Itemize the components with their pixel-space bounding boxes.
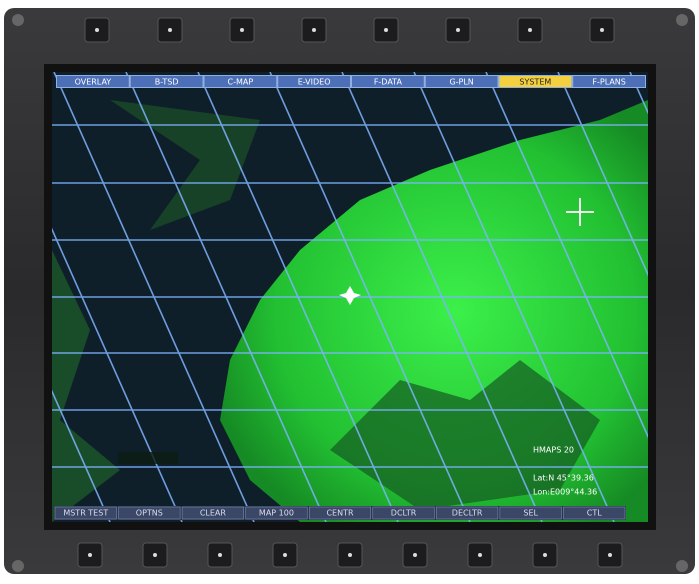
grid-line [53, 72, 255, 522]
softkey-cell[interactable] [308, 506, 372, 520]
menu-label[interactable]: G-PLN [449, 78, 473, 87]
softkey-label[interactable]: MSTR TEST [63, 509, 108, 518]
softkey-cell[interactable] [436, 506, 499, 520]
button-dot [413, 553, 417, 557]
grid-line [52, 389, 111, 522]
grid-line [485, 72, 648, 439]
map-mode: HMAPS 20 [533, 446, 574, 455]
softkey-cell[interactable] [499, 506, 562, 520]
button-dot [240, 28, 244, 32]
screw [12, 14, 24, 26]
button-dot [543, 553, 547, 557]
softkey-cell[interactable] [372, 506, 435, 520]
menu-label[interactable]: F-DATA [374, 78, 403, 87]
crosshair [566, 198, 594, 226]
longitude: Lon:E009°44.36 [533, 488, 597, 497]
softkey-label[interactable]: DECLTR [452, 509, 483, 518]
grid-line [52, 227, 183, 522]
button-dot [168, 28, 172, 32]
menu-cell[interactable] [204, 76, 277, 87]
terrain-ridge [52, 250, 120, 522]
menu-label[interactable]: F-PLANS [592, 78, 626, 87]
menu-cell[interactable] [130, 76, 203, 87]
bottom-menu: MSTR TEST OPTNS CLEAR MAP 100 CENTR DCLTR DECL… [54, 506, 626, 520]
softkey-cell[interactable] [118, 506, 181, 520]
grid-line [269, 72, 471, 522]
screw [12, 560, 24, 572]
button-dot [478, 553, 482, 557]
menu-label[interactable]: C-MAP [228, 78, 254, 87]
softkey-label[interactable]: CTL [587, 509, 602, 518]
menu-cell[interactable] [57, 76, 129, 87]
button-dot [528, 28, 532, 32]
softkey-cell[interactable] [54, 506, 117, 520]
button-dot [312, 28, 316, 32]
top-menu: OVERLAY B-TSD C-MAP E-VIDEO F-DATA G-PLN SYSTE… [56, 75, 646, 88]
menu-cell[interactable] [573, 76, 645, 87]
aircraft-symbol [339, 286, 361, 305]
menu-cell[interactable] [352, 76, 424, 87]
softkey-label[interactable]: MAP 100 [259, 509, 294, 518]
softkey-cell[interactable] [181, 506, 244, 520]
menu-cell[interactable] [499, 76, 572, 87]
button-dot [218, 553, 222, 557]
button-dot [348, 553, 352, 557]
bezel-keys [77, 17, 623, 568]
map: HMAPS 20 Lat:N 45°39.36 Lon:E009°44.36 [52, 72, 648, 522]
button-dot [456, 28, 460, 32]
terrain-ridge [110, 100, 260, 230]
button-dot [283, 553, 287, 557]
top-bar [56, 75, 646, 88]
screw [676, 560, 688, 572]
grid-line [413, 72, 615, 522]
grid-line [125, 72, 327, 522]
grid-line [557, 72, 648, 277]
menu-label[interactable]: SYSTEM [519, 78, 551, 87]
menu-label[interactable]: B-TSD [155, 78, 179, 87]
grid-line [341, 72, 543, 522]
softkey-label[interactable]: OPTNS [136, 509, 163, 518]
button-dot [88, 553, 92, 557]
button-dot [95, 28, 99, 32]
terrain-hills [330, 360, 600, 510]
menu-cell[interactable] [278, 76, 350, 87]
grid-line [197, 72, 399, 522]
softkey-label[interactable]: DCLTR [391, 509, 417, 518]
screw [676, 14, 688, 26]
latitude: Lat:N 45°39.36 [533, 474, 594, 483]
menu-cell[interactable] [425, 76, 498, 87]
button-dot [384, 28, 388, 32]
scale-bar [118, 452, 178, 464]
menu-label[interactable]: OVERLAY [75, 78, 112, 87]
button-dot [600, 28, 604, 32]
map-grid [52, 72, 648, 522]
softkey-cell[interactable] [563, 506, 626, 520]
softkey-label[interactable]: SEL [523, 509, 538, 518]
softkey-label[interactable]: CLEAR [200, 509, 227, 518]
button-dot [153, 553, 157, 557]
softkey-cell[interactable] [245, 506, 308, 520]
softkey-label[interactable]: CENTR [326, 509, 354, 518]
menu-label[interactable]: E-VIDEO [298, 78, 331, 87]
button-dot [608, 553, 612, 557]
